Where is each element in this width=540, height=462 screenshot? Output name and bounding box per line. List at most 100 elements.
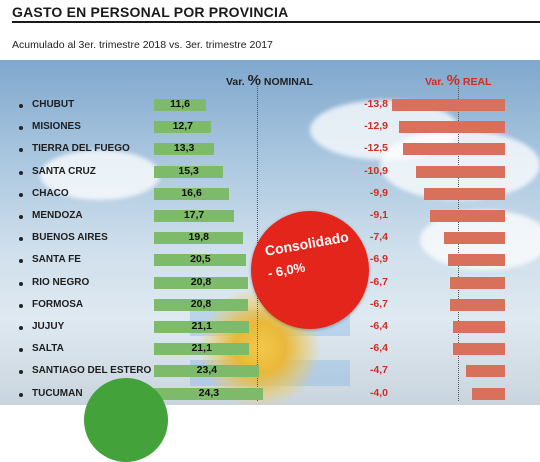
real-value-label: -6,9	[369, 253, 388, 266]
nominal-value-label: 20,8	[190, 297, 212, 310]
real-bar	[391, 99, 505, 111]
province-label: JUJUY	[32, 321, 65, 332]
nominal-bar	[154, 365, 260, 378]
province-label: BUENOS AIRES	[32, 232, 108, 244]
title-rule	[12, 21, 540, 23]
real-value-label: -4,0	[369, 386, 388, 399]
nominal-value-label: 17,7	[183, 209, 205, 221]
province-label: TUCUMAN	[32, 387, 83, 399]
nominal-bar	[154, 165, 223, 178]
bullet-icon	[19, 303, 23, 308]
cloud-decoration	[40, 150, 160, 200]
nominal-bar	[154, 99, 207, 111]
real-value-label: -4,7	[369, 364, 388, 377]
province-label: MISIONES	[32, 121, 81, 133]
province-label: CHUBUT	[32, 99, 75, 110]
nominal-prefix: Var.	[226, 76, 245, 88]
bullet-icon	[19, 370, 23, 375]
bullet-icon	[19, 237, 23, 242]
province-row: SANTIAGO DEL ESTERO 23,4 -4,7	[0, 361, 540, 383]
province-row: JUJUY 21,1 -6,4	[0, 317, 540, 339]
real-bar	[466, 365, 505, 378]
province-row: BUENOS AIRES 19,8 -7,4	[0, 228, 540, 250]
province-label: FORMOSA	[32, 298, 84, 310]
real-value-label: -6,7	[369, 275, 388, 288]
nominal-bar	[154, 143, 214, 156]
nominal-bar	[154, 187, 229, 200]
real-bar	[399, 121, 505, 134]
nominal-value-label: 20,8	[190, 275, 212, 288]
real-bar	[415, 165, 505, 178]
nominal-suffix: NOMINAL	[263, 76, 313, 88]
real-prefix: Var.	[425, 76, 444, 88]
bullet-icon	[19, 348, 23, 353]
real-bar	[402, 143, 505, 156]
real-value-label: -6,7	[369, 297, 388, 310]
real-value-label: -12,9	[364, 120, 388, 133]
real-value-label: -10,9	[364, 164, 388, 177]
badge-title: Consolidado	[263, 228, 350, 259]
nominal-bar	[154, 298, 248, 311]
nominal-value-label: 21,1	[191, 320, 212, 332]
real-pct: %	[446, 72, 460, 89]
real-bar	[430, 210, 505, 222]
province-label: SALTA	[32, 343, 64, 355]
nominal-column-header: Var. % NOMINAL	[226, 72, 313, 89]
nominal-value-label: 12,7	[172, 120, 193, 133]
province-row: SANTA FE 20,5 -6,9	[0, 250, 540, 272]
province-label: MENDOZA	[32, 210, 83, 221]
province-label: RIO NEGRO	[32, 276, 90, 288]
real-value-label: -7,4	[369, 231, 388, 244]
province-row: FORMOSA 20,8 -6,7	[0, 295, 540, 317]
province-row: RIO NEGRO 20,8 -6,7	[0, 273, 540, 295]
real-column-header: Var. % REAL	[425, 72, 491, 89]
real-bar	[444, 232, 505, 245]
bullet-icon	[19, 259, 23, 264]
real-bar	[448, 254, 505, 267]
nominal-bar	[154, 343, 249, 356]
province-row: MENDOZA 17,7 -9,1	[0, 206, 540, 228]
nominal-value-label: 23,4	[196, 364, 218, 377]
real-bar	[472, 387, 505, 400]
real-suffix: REAL	[462, 76, 492, 88]
chart-title: GASTO EN PERSONAL POR PROVINCIA	[12, 4, 289, 20]
nominal-bar	[154, 232, 244, 245]
nominal-bar	[154, 321, 249, 333]
province-row: CHUBUT 11,6 -13,8	[0, 95, 540, 117]
chart-subtitle: Acumulado al 3er. trimestre 2018 vs. 3er…	[12, 39, 273, 51]
province-row: SALTA 21,1 -6,4	[0, 339, 540, 361]
real-value-label: -13,8	[364, 98, 388, 110]
real-bar	[450, 298, 505, 311]
consolidado-badge: Consolidado - 6,0%	[251, 211, 369, 329]
province-row: TIERRA DEL FUEGO 13,3 -12,5	[0, 139, 540, 161]
green-circle-decoration	[84, 378, 168, 462]
nominal-value-label: 20,5	[190, 253, 211, 266]
province-row: SANTA CRUZ 15,3 -10,9	[0, 162, 540, 184]
real-value-label: -6,4	[369, 342, 388, 355]
nominal-value-label: 21,1	[191, 342, 212, 355]
bullet-icon	[19, 148, 23, 153]
real-value-label: -9,9	[369, 186, 388, 199]
real-bar	[423, 187, 505, 200]
bullet-icon	[19, 326, 23, 330]
nominal-value-label: 16,6	[181, 186, 202, 199]
province-label: TIERRA DEL FUEGO	[32, 143, 130, 155]
province-label: SANTIAGO DEL ESTERO	[32, 365, 152, 377]
real-value-label: -12,5	[364, 142, 388, 155]
nominal-bar	[154, 387, 264, 400]
province-row: CHACO 16,6 -9,9	[0, 184, 540, 206]
badge-value: - 6,0%	[266, 259, 307, 281]
bullet-icon	[19, 170, 23, 175]
bullet-icon	[19, 281, 23, 286]
province-label: SANTA CRUZ	[32, 165, 96, 177]
province-label: SANTA FE	[32, 254, 81, 266]
nominal-bar	[154, 254, 247, 267]
bullet-icon	[19, 392, 23, 397]
province-label: CHACO	[32, 187, 69, 199]
nominal-value-label: 15,3	[178, 164, 199, 177]
bullet-icon	[19, 192, 23, 197]
real-bar	[452, 343, 505, 356]
nominal-bar	[154, 276, 248, 289]
province-row: TUCUMAN 24,3 -4,0	[0, 384, 540, 406]
real-value-label: -6,4	[369, 320, 388, 332]
